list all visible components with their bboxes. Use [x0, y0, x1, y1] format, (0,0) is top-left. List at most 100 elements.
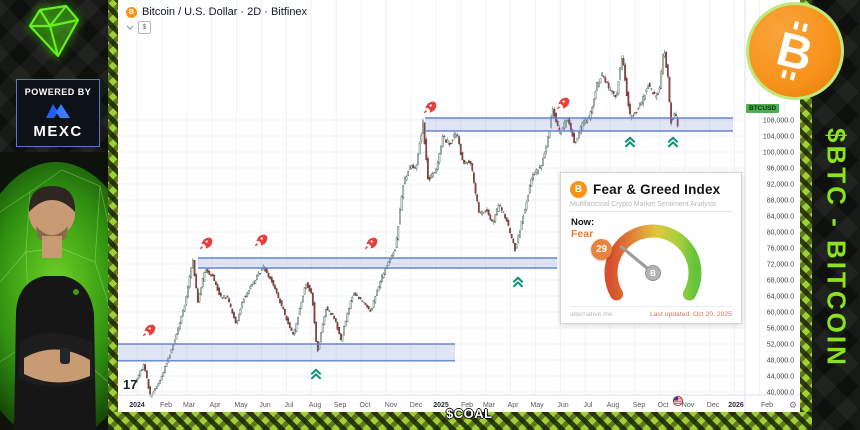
bitcoin-coin-logo: B [746, 2, 844, 100]
svg-text:64,000.0: 64,000.0 [767, 293, 794, 300]
svg-text:Nov: Nov [682, 402, 695, 409]
source-label: alternative.me [570, 311, 613, 318]
legend-source-badge[interactable]: $ [138, 21, 151, 34]
svg-text:Oct: Oct [658, 402, 669, 409]
svg-text:2024: 2024 [129, 402, 145, 409]
svg-text:Feb: Feb [461, 402, 473, 409]
fear-greed-title: Fear & Greed Index [593, 182, 721, 197]
coal-watermark: $COAL [446, 406, 493, 421]
powered-by-mexc-badge: POWERED BY MEXC [16, 79, 100, 147]
svg-text:Sep: Sep [334, 402, 347, 409]
legend-collapse-row[interactable]: $ [126, 21, 151, 34]
sentiment-gauge: B [604, 224, 702, 301]
bitcoin-icon: B [126, 6, 137, 18]
svg-text:52,000.0: 52,000.0 [767, 341, 794, 348]
svg-text:Sep: Sep [633, 402, 646, 409]
candlestick-chart[interactable]: 108,000.0 104,000.0 100,000.0 96,000.0 92,00… [118, 0, 800, 412]
svg-text:96,000.0: 96,000.0 [767, 165, 794, 172]
divider [570, 211, 732, 212]
svg-text:Aug: Aug [309, 402, 322, 409]
svg-text:Apr: Apr [508, 402, 520, 409]
svg-text:Jun: Jun [557, 402, 568, 409]
svg-text:Nov: Nov [385, 402, 398, 409]
svg-text:72,000.0: 72,000.0 [767, 261, 794, 268]
last-updated-label: Last updated: Oct 20, 2025 [649, 311, 732, 318]
svg-text:Feb: Feb [761, 402, 773, 409]
sentiment-value-label: Fear [571, 228, 594, 240]
fear-greed-header: B Fear & Greed Index [570, 181, 720, 198]
zone-upper-zone[interactable] [425, 117, 733, 132]
tradingview-logo[interactable]: 17 [123, 377, 138, 392]
svg-text:May: May [530, 402, 544, 409]
double-chevron-up-icon [667, 136, 679, 148]
left-brand-sidebar: POWERED BY MEXC [0, 0, 108, 430]
fear-greed-value-badge: 29 [591, 239, 612, 260]
green-tape-border-right [800, 0, 812, 430]
time-axis[interactable]: 2024 Feb Mar Apr May Jun Jul Aug Sep Oct Nov Dec 202… [129, 402, 773, 409]
rocket-icon [423, 101, 437, 114]
svg-text:Aug: Aug [607, 402, 620, 409]
calendar-event-flag-icon[interactable] [672, 395, 684, 407]
fear-greed-subtitle: Multifactorial Crypto Market Sentiment A… [570, 201, 717, 208]
svg-text:92,000.0: 92,000.0 [767, 181, 794, 188]
svg-text:Apr: Apr [210, 402, 222, 409]
svg-text:76,000.0: 76,000.0 [767, 245, 794, 252]
svg-text:Feb: Feb [160, 402, 172, 409]
rocket-icon [556, 97, 570, 110]
mexc-logo-icon [46, 103, 70, 118]
double-chevron-up-icon [310, 368, 322, 380]
rocket-icon [142, 324, 156, 337]
settings-gear-icon[interactable]: ⚙ [789, 401, 797, 411]
symbol-title-label[interactable]: Bitcoin / U.S. Dollar · 2D · Bitfinex [142, 6, 308, 18]
zone-middle-zone[interactable] [198, 257, 557, 269]
gem-logo-icon [28, 4, 80, 58]
green-tape-border-bottom [108, 412, 812, 430]
btc-ticker-vertical-text: $BTC - BITCOIN [821, 128, 852, 368]
person-silhouette [14, 186, 96, 430]
rocket-icon [254, 234, 268, 247]
grid [118, 0, 785, 395]
svg-text:80,000.0: 80,000.0 [767, 229, 794, 236]
svg-text:2025: 2025 [433, 402, 449, 409]
svg-text:B: B [650, 269, 656, 278]
tradingview-chart-panel[interactable]: 108,000.0 104,000.0 100,000.0 96,000.0 92,00… [118, 0, 800, 412]
bitcoin-symbol-icon: B [771, 21, 818, 82]
svg-text:Mar: Mar [183, 402, 196, 409]
rocket-icon [199, 237, 213, 250]
fear-greed-widget: B Fear & Greed Index Multifactorial Cryp… [560, 172, 742, 324]
svg-text:84,000.0: 84,000.0 [767, 213, 794, 220]
svg-text:2026: 2026 [728, 402, 744, 409]
mexc-brand-label: MEXC [33, 122, 83, 140]
svg-text:44,000.0: 44,000.0 [767, 373, 794, 380]
svg-text:Oct: Oct [360, 402, 371, 409]
rocket-icon [364, 237, 378, 250]
double-chevron-up-icon [624, 136, 636, 148]
bitcoin-icon: B [570, 181, 587, 198]
svg-text:88,000.0: 88,000.0 [767, 197, 794, 204]
svg-text:68,000.0: 68,000.0 [767, 277, 794, 284]
svg-text:60,000.0: 60,000.0 [767, 309, 794, 316]
candlestick-series [136, 49, 679, 398]
svg-text:100,000.0: 100,000.0 [763, 149, 794, 156]
svg-text:Jul: Jul [285, 402, 294, 409]
powered-by-label: POWERED BY [24, 86, 92, 97]
zone-lower-zone[interactable] [118, 343, 455, 362]
svg-text:Dec: Dec [707, 402, 720, 409]
price-axis[interactable]: 108,000.0 104,000.0 100,000.0 96,000.0 92,00… [763, 117, 794, 396]
svg-text:56,000.0: 56,000.0 [767, 325, 794, 332]
svg-text:40,000.0: 40,000.0 [767, 389, 794, 396]
chevron-down-icon[interactable] [126, 25, 134, 30]
svg-text:108,000.0: 108,000.0 [763, 117, 794, 124]
green-tape-border-left [108, 0, 118, 430]
svg-text:Dec: Dec [410, 402, 423, 409]
now-label: Now: [571, 217, 595, 228]
svg-text:May: May [234, 402, 248, 409]
chart-symbol-title[interactable]: B Bitcoin / U.S. Dollar · 2D · Bitfinex [126, 6, 307, 18]
svg-text:Mar: Mar [483, 402, 496, 409]
svg-text:Jul: Jul [584, 402, 593, 409]
fear-greed-footer: alternative.me Last updated: Oct 20, 202… [570, 306, 732, 318]
analyst-photo [0, 152, 108, 430]
svg-text:104,000.0: 104,000.0 [763, 133, 794, 140]
svg-text:Jun: Jun [259, 402, 270, 409]
